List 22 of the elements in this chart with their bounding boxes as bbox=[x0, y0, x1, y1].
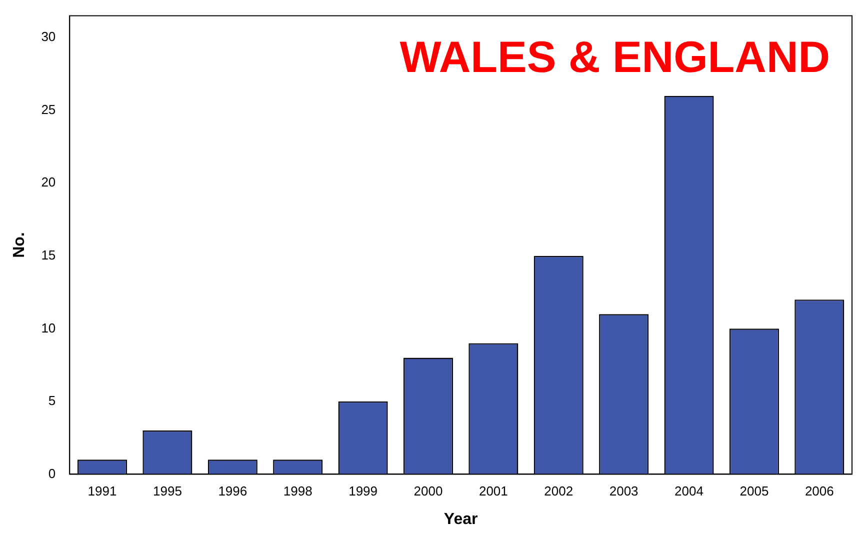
x-tick-label: 2000 bbox=[414, 484, 443, 499]
y-axis-title: No. bbox=[11, 232, 28, 258]
x-tick-label: 2005 bbox=[740, 484, 769, 499]
x-tick-label: 1998 bbox=[283, 484, 312, 499]
x-tick-label: 2001 bbox=[478, 484, 508, 499]
x-tick-label: 2006 bbox=[804, 484, 834, 499]
y-tick-label: 15 bbox=[41, 247, 56, 262]
y-tick-label: 20 bbox=[41, 174, 56, 190]
x-tick-label: 1996 bbox=[218, 484, 248, 499]
y-tick-label: 30 bbox=[41, 29, 56, 44]
x-tick-label: 1995 bbox=[152, 484, 182, 499]
y-tick-label: 25 bbox=[41, 102, 56, 117]
x-tick-label: 1999 bbox=[348, 484, 378, 499]
y-tick-label: 10 bbox=[41, 320, 56, 336]
x-tick-label: 2004 bbox=[674, 484, 704, 499]
x-axis-title: Year bbox=[444, 510, 478, 528]
x-tick-label: 2002 bbox=[544, 484, 574, 499]
y-tick-label: 5 bbox=[48, 393, 56, 408]
x-tick-label: 1991 bbox=[88, 484, 117, 499]
y-tick-label: 0 bbox=[48, 466, 56, 481]
x-tick-label: 2003 bbox=[609, 484, 638, 499]
chart-title: WALES & ENGLAND bbox=[400, 32, 830, 82]
